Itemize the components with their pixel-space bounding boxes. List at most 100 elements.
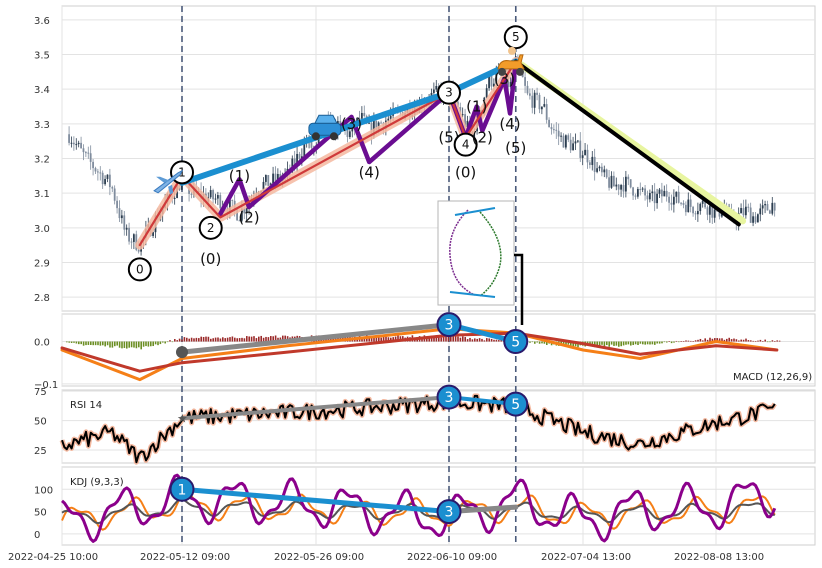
candle-body bbox=[555, 129, 558, 131]
candle-body bbox=[684, 204, 687, 213]
wave-label: (2) bbox=[238, 208, 259, 226]
macd-bar bbox=[145, 341, 147, 347]
candle-body bbox=[632, 187, 634, 196]
candle-body bbox=[720, 213, 723, 217]
wave-label: (1) bbox=[229, 167, 250, 185]
wave-label: (5) bbox=[505, 139, 526, 157]
macd-bar bbox=[596, 341, 598, 346]
candle-body bbox=[588, 162, 591, 165]
candle-body bbox=[660, 189, 663, 197]
macd-bar bbox=[565, 341, 567, 345]
y-tick-label: 3.3 bbox=[34, 120, 50, 131]
macd-bar bbox=[457, 336, 459, 342]
candle-body bbox=[572, 143, 574, 151]
y-tick-label: 50 bbox=[34, 417, 47, 428]
x-tick-label: 2022-07-04 13:00 bbox=[541, 552, 631, 563]
macd-bar bbox=[94, 341, 97, 346]
candle-body bbox=[682, 203, 685, 205]
candle-body bbox=[656, 193, 658, 204]
macd-bar bbox=[236, 338, 238, 342]
candle-body bbox=[677, 191, 680, 203]
macd-bar bbox=[747, 340, 750, 342]
candle-body bbox=[622, 185, 625, 192]
macd-bar bbox=[186, 337, 188, 342]
macd-bar bbox=[121, 341, 123, 349]
candle-body bbox=[708, 205, 711, 215]
candle-body bbox=[617, 184, 620, 190]
candle-body bbox=[663, 190, 666, 197]
macd-bar bbox=[212, 338, 214, 342]
macd-bar bbox=[486, 338, 488, 342]
macd-bar bbox=[118, 341, 121, 348]
badge-label: 1 bbox=[178, 482, 187, 498]
candle-body bbox=[80, 142, 82, 149]
candle-body bbox=[101, 172, 104, 185]
candle-body bbox=[461, 114, 464, 116]
macd-bar bbox=[442, 335, 445, 342]
macd-bar bbox=[382, 335, 385, 342]
candle-body bbox=[137, 249, 140, 252]
scooter-icon bbox=[497, 46, 525, 76]
macd-bar bbox=[231, 336, 234, 342]
macd-bar bbox=[450, 335, 452, 342]
candle-body bbox=[584, 149, 586, 156]
macd-bar bbox=[543, 341, 546, 344]
macd-bar bbox=[130, 341, 133, 348]
candle-body bbox=[668, 196, 670, 203]
macd-bar bbox=[481, 338, 483, 342]
macd-bar bbox=[428, 337, 430, 342]
macd-bar bbox=[639, 341, 642, 344]
candle-body bbox=[108, 174, 111, 188]
y-tick-label: 3.4 bbox=[34, 85, 50, 96]
candle-body bbox=[605, 169, 608, 178]
macd-bar bbox=[738, 340, 740, 342]
candle-body bbox=[96, 171, 99, 173]
macd-bar bbox=[87, 341, 90, 345]
candle-body bbox=[567, 135, 570, 140]
macd-bar bbox=[764, 339, 766, 342]
macd-bar bbox=[387, 337, 390, 342]
macd-bar bbox=[226, 337, 229, 342]
candle-body bbox=[569, 139, 572, 151]
wave-label: 5 bbox=[512, 30, 520, 44]
candle-body bbox=[538, 94, 541, 110]
macd-bar bbox=[99, 341, 102, 346]
y-tick-label: −0.1 bbox=[34, 380, 58, 391]
candle-body bbox=[706, 207, 709, 215]
macd-bar bbox=[711, 338, 714, 342]
badge-label: 5 bbox=[511, 397, 520, 413]
macd-bar bbox=[630, 341, 632, 346]
candle-body bbox=[118, 208, 121, 219]
candle-body bbox=[113, 188, 116, 201]
candle-body bbox=[754, 216, 757, 223]
macd-bar bbox=[277, 337, 279, 342]
macd-bar bbox=[334, 336, 337, 342]
panel-label-macd: MACD (12,26,9) bbox=[733, 372, 812, 383]
candle-body bbox=[89, 153, 92, 162]
candle-body bbox=[761, 205, 764, 209]
candle-body bbox=[70, 142, 73, 144]
macd-bar bbox=[193, 338, 195, 342]
candle-body bbox=[636, 189, 639, 197]
wave-label: (4) bbox=[499, 115, 520, 133]
macd-bar bbox=[284, 335, 286, 342]
trend-line bbox=[513, 59, 741, 227]
x-tick-label: 2022-05-26 09:00 bbox=[274, 552, 364, 563]
wave-line bbox=[138, 60, 517, 247]
macd-bar bbox=[534, 341, 536, 344]
macd-bar bbox=[774, 341, 776, 342]
candle-body bbox=[104, 178, 106, 185]
macd-bar bbox=[147, 341, 150, 347]
candle-body bbox=[608, 177, 610, 188]
candle-body bbox=[641, 188, 644, 190]
macd-bar bbox=[75, 341, 78, 344]
macd-bar bbox=[164, 341, 166, 344]
badge-label: 3 bbox=[445, 318, 454, 334]
macd-bar bbox=[190, 337, 193, 342]
candle-body bbox=[586, 149, 589, 163]
inset-thumbnail bbox=[437, 200, 515, 306]
candle-body bbox=[533, 92, 536, 108]
candle-body bbox=[603, 169, 606, 173]
macd-bar bbox=[154, 341, 157, 345]
candle-body bbox=[190, 193, 193, 195]
